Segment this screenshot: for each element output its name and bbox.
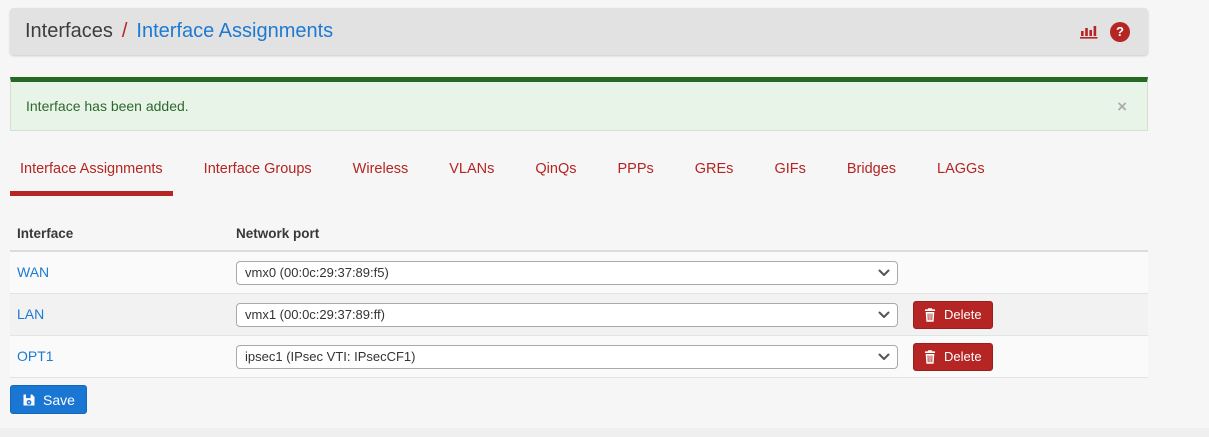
delete-button-label: Delete: [944, 349, 982, 364]
delete-button-label: Delete: [944, 307, 982, 322]
tab-interface-assignments[interactable]: Interface Assignments: [10, 161, 173, 196]
table-row: OPT1 ipsec1 (IPsec VTI: IPsecCF1): [10, 336, 1148, 378]
network-port-select[interactable]: vmx1 (00:0c:29:37:89:ff): [236, 302, 898, 327]
breadcrumb: Interfaces / Interface Assignments ?: [10, 8, 1148, 55]
network-port-select[interactable]: vmx0 (00:0c:29:37:89:f5): [236, 260, 898, 285]
table-header-interface: Interface: [17, 225, 74, 241]
alert-message: Interface has been added.: [26, 98, 189, 114]
tab-vlans[interactable]: VLANs: [449, 161, 495, 177]
bar-chart-icon[interactable]: [1080, 24, 1099, 39]
delete-button[interactable]: Delete: [913, 300, 993, 329]
close-icon[interactable]: ×: [1117, 96, 1127, 116]
interface-link[interactable]: OPT1: [17, 347, 54, 364]
breadcrumb-page-link[interactable]: Interface Assignments: [136, 20, 334, 42]
help-icon[interactable]: ?: [1110, 21, 1130, 42]
tab-laggs[interactable]: LAGGs: [937, 161, 985, 177]
tab-bar: Interface Assignments Interface Groups Wir…: [10, 161, 1148, 196]
footer-strip: [0, 428, 1209, 437]
tab-wireless[interactable]: Wireless: [352, 161, 409, 177]
save-button[interactable]: Save: [10, 385, 87, 414]
trash-icon: [924, 307, 936, 322]
trash-icon: [924, 349, 936, 364]
interface-link[interactable]: LAN: [17, 305, 45, 322]
tab-gifs[interactable]: GIFs: [774, 161, 806, 177]
floppy-icon: [22, 393, 36, 407]
table-row: LAN vmx1 (00:0c:29:37:89:ff): [10, 294, 1148, 336]
interface-assignments-table: Interface Network port WAN vmx0 (00:0c:2…: [10, 216, 1148, 378]
table-header-network-port: Network port: [236, 225, 320, 241]
breadcrumb-separator: /: [121, 20, 128, 42]
tab-bridges[interactable]: Bridges: [846, 161, 897, 177]
tab-gres[interactable]: GREs: [694, 161, 734, 177]
tab-interface-groups[interactable]: Interface Groups: [203, 161, 312, 177]
breadcrumb-section: Interfaces: [25, 20, 113, 42]
interface-link[interactable]: WAN: [17, 263, 50, 280]
save-button-label: Save: [43, 391, 75, 408]
table-body: WAN vmx0 (00:0c:29:37:89:f5) LAN: [10, 250, 1148, 378]
tab-qinqs[interactable]: QinQs: [535, 161, 577, 177]
table-row: WAN vmx0 (00:0c:29:37:89:f5): [10, 252, 1148, 294]
success-alert: Interface has been added. ×: [10, 77, 1148, 131]
network-port-select[interactable]: ipsec1 (IPsec VTI: IPsecCF1): [236, 344, 898, 369]
tab-ppps[interactable]: PPPs: [617, 161, 654, 177]
table-header-row: Interface Network port: [10, 216, 1148, 250]
delete-button[interactable]: Delete: [913, 342, 993, 371]
